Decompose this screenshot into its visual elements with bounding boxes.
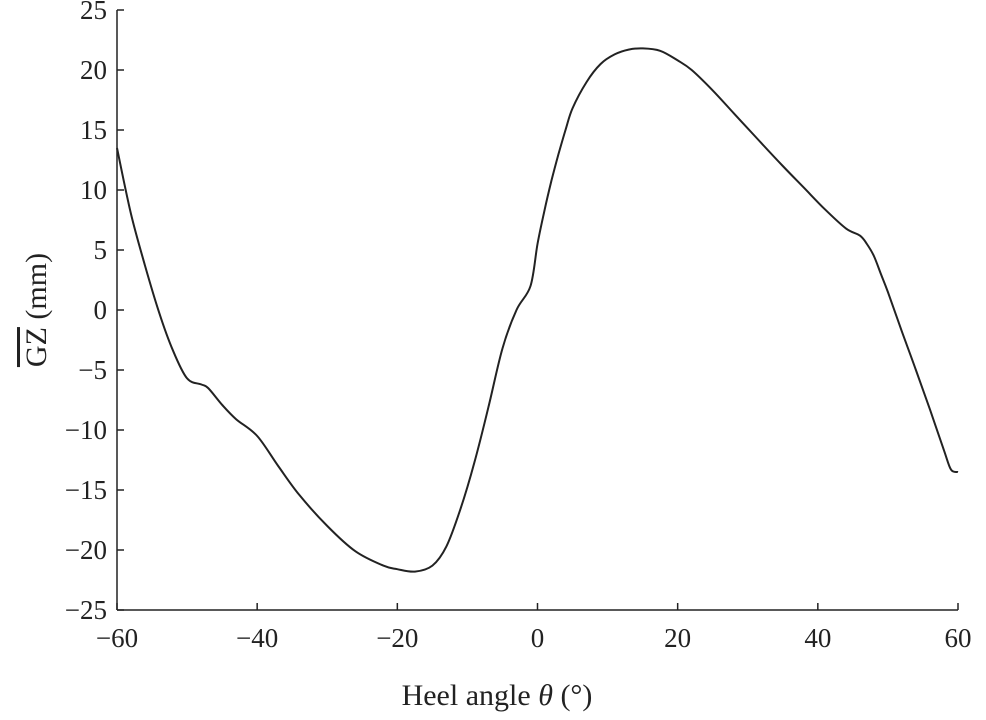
ticks <box>116 9 959 611</box>
y-tick-label: 20 <box>80 55 107 85</box>
y-axis-unit: (mm) <box>20 253 53 320</box>
x-tick-label: 0 <box>531 623 545 653</box>
x-tick-label: −40 <box>236 623 278 653</box>
y-axis-label-gz: GZ <box>20 327 53 367</box>
x-tick-label: −60 <box>96 623 138 653</box>
y-tick-label: −20 <box>65 535 107 565</box>
x-tick-label: 40 <box>804 623 831 653</box>
x-axis-label-text: Heel angle <box>402 679 531 712</box>
y-tick-label: 0 <box>94 295 108 325</box>
y-tick-label: −5 <box>78 355 107 385</box>
y-tick-label: 25 <box>80 0 107 25</box>
x-tick-label: 20 <box>664 623 691 653</box>
y-tick-label: −15 <box>65 475 107 505</box>
x-tick-label: 60 <box>945 623 972 653</box>
x-axis-unit: (°) <box>560 679 592 712</box>
y-tick-label: 10 <box>80 175 107 205</box>
tick-labels: −60 −40 −20 0 20 40 60 −25 −20 −15 −10 −5 0 5 10 15 20 25 <box>65 0 972 653</box>
x-axis-title: Heel angle θ (°) <box>402 679 593 712</box>
gz-series-line <box>116 47 959 573</box>
theta-symbol: θ <box>538 679 553 712</box>
y-tick-label: 5 <box>94 235 108 265</box>
y-tick-label: −10 <box>65 415 107 445</box>
y-tick-label: −25 <box>65 595 107 625</box>
y-axis-title: GZ (mm) <box>20 253 53 367</box>
x-tick-label: −20 <box>376 623 418 653</box>
y-tick-label: 15 <box>80 115 107 145</box>
axes <box>116 10 958 611</box>
